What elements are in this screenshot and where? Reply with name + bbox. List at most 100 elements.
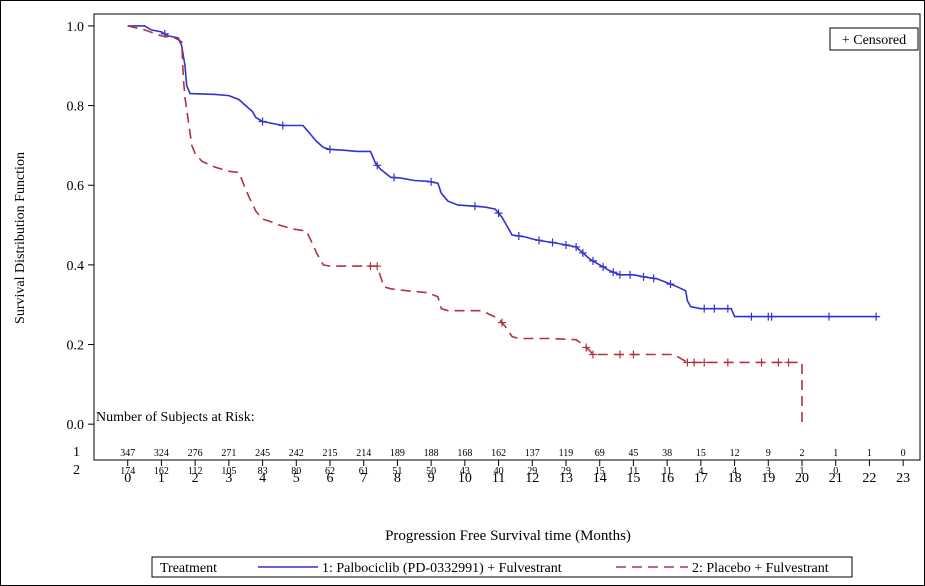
- x-tick-label: 16: [660, 471, 674, 486]
- x-tick-label: 22: [862, 471, 876, 486]
- x-tick-label: 10: [458, 471, 472, 486]
- risk-count: 174: [120, 466, 135, 477]
- censor-mark-palbociclib: [767, 312, 776, 321]
- risk-count: 168: [457, 448, 472, 459]
- x-tick-label: 21: [829, 471, 843, 486]
- risk-count: 162: [491, 448, 506, 459]
- risk-count: 214: [356, 448, 371, 459]
- censor-mark-palbociclib: [470, 202, 479, 211]
- risk-count: 324: [154, 448, 169, 459]
- risk-count: 0: [833, 466, 838, 477]
- x-tick-label: 23: [896, 471, 910, 486]
- risk-count: 29: [561, 466, 571, 477]
- censor-mark-placebo: [700, 358, 709, 367]
- censor-mark-placebo: [615, 350, 624, 359]
- y-axis-label: Survival Distribution Function: [13, 152, 28, 324]
- risk-count: 215: [323, 448, 338, 459]
- x-tick-label: 7: [360, 471, 367, 486]
- censor-mark-palbociclib: [609, 268, 618, 277]
- censor-mark-placebo: [757, 358, 766, 367]
- risk-count: 0: [901, 448, 906, 459]
- legend-label-placebo: 2: Placebo + Fulvestrant: [692, 561, 829, 576]
- risk-count: 80: [291, 466, 301, 477]
- risk-count: 112: [188, 466, 203, 477]
- risk-count: 11: [662, 466, 672, 477]
- y-tick-label: 0.2: [67, 339, 85, 354]
- treatment-legend: Treatment 1: Palbociclib (PD-0332991) + …: [151, 556, 853, 578]
- treatment-legend-title: Treatment: [160, 561, 217, 576]
- censor-mark-palbociclib: [649, 274, 658, 283]
- censor-mark-palbociclib: [723, 304, 732, 313]
- censor-mark-palbociclib: [427, 177, 436, 186]
- risk-count: 62: [325, 466, 335, 477]
- censor-mark-palbociclib: [562, 240, 570, 249]
- censor-mark-palbociclib: [666, 280, 675, 289]
- risk-table-title: Number of Subjects at Risk:: [96, 410, 255, 425]
- risk-row-2-label: 2: [73, 463, 80, 478]
- risk-count: 43: [460, 466, 470, 477]
- censor-mark-palbociclib: [747, 312, 756, 321]
- risk-count: 69: [595, 448, 605, 459]
- legend-label-palbociclib: 1: Palbociclib (PD-0332991) + Fulvestran…: [322, 561, 562, 576]
- risk-count: 50: [426, 466, 436, 477]
- censor-mark-placebo: [683, 358, 692, 367]
- risk-count: 105: [221, 466, 236, 477]
- risk-count: 15: [696, 448, 706, 459]
- risk-count: 83: [258, 466, 268, 477]
- risk-count: 119: [559, 448, 574, 459]
- censor-mark-palbociclib: [824, 312, 833, 321]
- censor-mark-placebo: [373, 262, 382, 271]
- censor-mark-palbociclib: [494, 209, 503, 218]
- y-tick-label: 1.0: [67, 20, 85, 35]
- risk-counts: 347 324 276 271 245 242 215 214 189 188 168 162 137 1…: [120, 448, 905, 477]
- series-line-palbociclib: [127, 25, 877, 318]
- x-tick-label: 9: [428, 471, 435, 486]
- risk-count: 29: [527, 466, 537, 477]
- x-tick-label: 4: [259, 471, 266, 486]
- censor-mark-palbociclib: [588, 256, 597, 265]
- y-axis: 0.0 0.2 0.4 0.6 0.8 1.0: [67, 20, 94, 433]
- censored-legend-text: + Censored: [842, 33, 906, 48]
- risk-count: 40: [494, 466, 504, 477]
- censor-mark-placebo: [588, 350, 597, 359]
- censor-mark-palbociclib: [326, 145, 334, 154]
- censor-mark-palbociclib: [578, 248, 587, 257]
- x-tick-label: 13: [559, 471, 573, 486]
- y-tick-label: 0.4: [67, 259, 85, 274]
- censor-mark-palbociclib: [390, 173, 399, 182]
- censor-mark-palbociclib: [258, 117, 267, 126]
- risk-count: 1: [867, 448, 872, 459]
- censor-mark-placebo: [629, 350, 638, 359]
- y-tick-label: 0.6: [67, 179, 85, 194]
- treatment-legend-box: [151, 556, 853, 578]
- risk-count: 1: [800, 466, 805, 477]
- x-tick-label: 1: [158, 471, 165, 486]
- censor-mark-palbociclib: [548, 238, 557, 247]
- risk-count: 12: [730, 448, 740, 459]
- y-tick-label: 0.8: [67, 100, 85, 115]
- risk-count: 188: [424, 448, 439, 459]
- censor-mark-placebo: [582, 343, 591, 352]
- censor-mark-palbociclib: [278, 121, 287, 130]
- risk-count: 38: [662, 448, 672, 459]
- censor-mark-placebo: [784, 358, 793, 367]
- censor-mark-palbociclib: [615, 270, 624, 279]
- risk-table: Number of Subjects at Risk: 1 2 347 324 27…: [73, 410, 906, 478]
- censor-mark-placebo: [366, 262, 375, 271]
- censor-mark-placebo: [497, 318, 506, 327]
- series-layer: [127, 25, 881, 425]
- censored-legend-box: [829, 27, 919, 51]
- series-line-placebo: [127, 25, 803, 425]
- plot-area: [93, 13, 921, 461]
- censor-mark-palbociclib: [639, 272, 648, 281]
- x-tick-label: 2: [192, 471, 199, 486]
- x-tick-label: 19: [761, 471, 775, 486]
- x-tick-label: 17: [694, 471, 708, 486]
- censor-mark-palbociclib: [599, 262, 608, 271]
- censor-mark-palbociclib: [872, 312, 881, 321]
- censor-mark-palbociclib: [626, 270, 635, 279]
- x-axis-label: Progression Free Survival time (Months): [385, 528, 631, 544]
- x-axis: 0 1 2 3 4 5 6 7 8 9 10 11 12 13 14 15 16 17 18 19 20 21 22 23: [124, 460, 910, 486]
